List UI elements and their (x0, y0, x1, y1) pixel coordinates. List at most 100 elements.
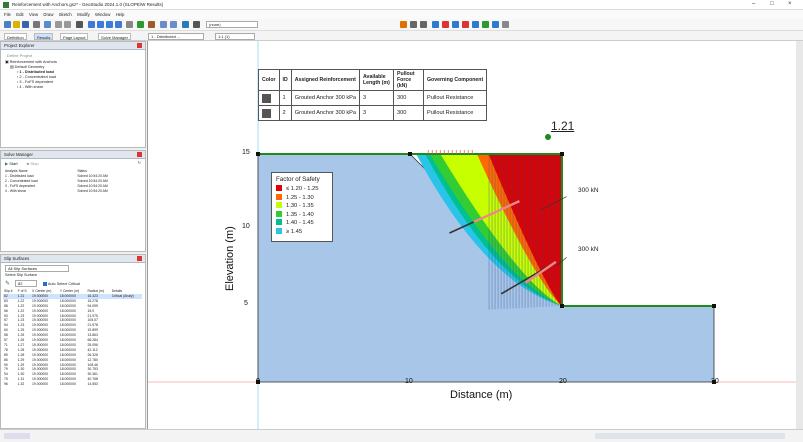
tool-7-icon[interactable] (502, 21, 509, 28)
scale-combo[interactable]: 1:1 (1) (215, 33, 255, 40)
status-tab[interactable] (4, 433, 30, 439)
table-row[interactable]: 54 1.23 19.000000 18.000000 21.978 (3, 323, 142, 328)
tool-4-icon[interactable] (472, 21, 479, 28)
table-row[interactable]: 94 1.30 19.000000 18.000000 30.361 (3, 372, 142, 377)
column-header[interactable]: X Center (m) (31, 289, 52, 294)
page-layout-tab[interactable]: Page Layout (60, 33, 89, 40)
menu-help[interactable]: Help (115, 12, 125, 17)
slip-center-marker[interactable] (545, 134, 551, 140)
close-icon[interactable]: × (788, 1, 792, 7)
tree-item-analysis-1[interactable]: ▪ 1 - Distributed load (17, 70, 54, 74)
slip-filter-select[interactable]: All Slip Surfaces (5, 265, 69, 272)
menu-file[interactable]: File (4, 12, 11, 17)
solve-manager-button[interactable]: Solve Manager (98, 33, 131, 40)
table-row[interactable]: 75 1.31 19.000000 18.000000 40.768 (3, 377, 142, 382)
table-cell: 18.000000 (59, 323, 76, 328)
table-row[interactable]: 96 1.32 19.000000 18.000000 14.553 (3, 382, 142, 387)
grid-icon[interactable] (126, 21, 133, 28)
close-panel-icon[interactable] (137, 43, 142, 48)
column-header[interactable]: Y Center (m) (59, 289, 80, 294)
zoom-fit-icon[interactable] (106, 21, 113, 28)
slip-number-input[interactable]: 82 (15, 280, 37, 287)
tool-2-icon[interactable] (452, 21, 459, 28)
colour-icon[interactable] (182, 21, 189, 28)
tool-1-icon[interactable] (442, 21, 449, 28)
zoom-objects-icon[interactable] (115, 21, 122, 28)
table-cell: 25.096 (87, 342, 98, 347)
table-row[interactable]: 88 1.22 19.000000 18.000000 94.099 (3, 304, 142, 309)
close-panel-icon[interactable] (137, 256, 142, 261)
new-file-icon[interactable] (4, 21, 11, 28)
close-panel-icon[interactable] (137, 152, 142, 157)
graph-icon[interactable] (148, 21, 155, 28)
table-row[interactable]: 53 1.23 19.000000 18.000000 21.975 (3, 313, 142, 318)
tree-item-analysis-3[interactable]: ▪ 3 - FoFS dependent (17, 80, 54, 84)
save-icon[interactable] (22, 21, 29, 28)
results-canvas[interactable]: Color ID Assigned Reinforcement Availabl… (147, 41, 797, 429)
redo-draw-icon[interactable] (420, 21, 427, 28)
table-row[interactable]: 4 - With shear Solved 10:54:20 AM (4, 189, 144, 194)
column-header[interactable]: Slip # (4, 289, 13, 294)
menu-draw[interactable]: Draw (43, 12, 54, 17)
auto-select-checkbox[interactable]: Auto Select Critical (43, 282, 80, 286)
table-row[interactable]: 58 1.25 19.000000 18.000000 13.863 (3, 333, 142, 338)
layers-icon[interactable] (193, 21, 200, 28)
view-icon[interactable] (160, 21, 167, 28)
menu-window[interactable]: Window (95, 12, 111, 17)
table-row[interactable]: 57 1.26 19.000000 18.000000 66.284 (3, 338, 142, 343)
analysis-combo[interactable]: 1 - Distributed ... (148, 33, 204, 40)
table-row[interactable]: 3 - FoFS dependent Solved 10:54:20 AM (4, 184, 144, 189)
table-row[interactable]: 57 1.23 19.000000 18.000000 105.07 (3, 318, 142, 323)
menu-modify[interactable]: Modify (77, 12, 90, 17)
table-row[interactable]: 56 1.22 19.000000 18.000000 15.0 (3, 309, 142, 314)
results-tab[interactable]: Results (34, 33, 54, 40)
select-icon[interactable] (76, 21, 83, 28)
define-project-button[interactable]: Define Project (1, 50, 145, 60)
draw-arrow-icon[interactable] (400, 21, 407, 28)
chart-icon[interactable] (432, 21, 439, 28)
copy-icon[interactable] (44, 21, 51, 28)
table-row[interactable]: 71 1.27 19.000000 18.000000 25.096 (3, 343, 142, 348)
column-header[interactable]: F of S (17, 289, 27, 294)
view-2-icon[interactable] (170, 21, 177, 28)
tree-item-project[interactable]: ▣ Reinforcement with Anchors (5, 60, 57, 64)
column-header[interactable]: Details (111, 289, 123, 294)
table-row[interactable]: 79 1.30 19.000000 18.000000 30.753 (3, 367, 142, 372)
undo-icon[interactable] (55, 21, 62, 28)
table-row[interactable]: 78 1.28 19.000000 18.000000 42.112 (3, 348, 142, 353)
table-row[interactable]: 82 1.21 19.000000 18.000000 16.323 Critical (… (3, 293, 142, 299)
slip-surface-icon[interactable] (137, 21, 144, 28)
redo-icon[interactable] (64, 21, 71, 28)
tree-item-analysis-2[interactable]: ▪ 2 - Concentrated load (17, 75, 56, 79)
undo-draw-icon[interactable] (410, 21, 417, 28)
refresh-icon[interactable]: ↻ (137, 160, 141, 165)
solve-stop-button[interactable]: Stop (30, 161, 39, 166)
menu-sketch[interactable]: Sketch (58, 12, 72, 17)
tool-5-icon[interactable] (482, 21, 489, 28)
table-row[interactable]: 83 1.22 19.000000 18.000000 15.278 (3, 299, 142, 304)
tree-item-geometry[interactable]: ▤ Default Geometry (10, 65, 45, 69)
zoom-out-icon[interactable] (97, 21, 104, 28)
tool-3-icon[interactable] (462, 21, 469, 28)
maximize-icon[interactable]: □ (770, 1, 774, 7)
table-row[interactable]: 86 1.29 19.000000 18.000000 12.780 (3, 357, 142, 362)
menu-view[interactable]: View (28, 12, 39, 17)
definition-tab[interactable]: Definition (4, 33, 27, 40)
slip-surface-icon[interactable]: ✎ (5, 281, 11, 287)
table-row[interactable]: 60 1.25 19.000000 18.000000 19.899 (3, 328, 142, 333)
table-row[interactable]: 2 - Concentrated load Solved 10:54:20 AM (4, 179, 144, 184)
minimize-icon[interactable]: – (752, 1, 756, 7)
tree-item-analysis-4[interactable]: ▪ 4 - With shear (17, 85, 44, 89)
tool-6-icon[interactable] (492, 21, 499, 28)
table-row[interactable]: 1 - Distributed load Solved 10:54:20 AM (4, 174, 144, 179)
zoom-combo[interactable]: (none) (206, 21, 258, 28)
solve-start-button[interactable]: Start (9, 161, 18, 166)
menu-edit[interactable]: Edit (16, 12, 24, 17)
open-file-icon[interactable] (13, 21, 20, 28)
table-row[interactable]: 90 1.29 19.000000 18.000000 108.46 (3, 362, 142, 367)
print-icon[interactable] (33, 21, 40, 28)
column-header[interactable]: Radius (m) (87, 289, 105, 294)
legend-item: 1.35 - 1.40 (272, 210, 332, 220)
zoom-in-icon[interactable] (88, 21, 95, 28)
table-row[interactable]: 89 1.28 19.000000 18.000000 26.328 (3, 353, 142, 358)
